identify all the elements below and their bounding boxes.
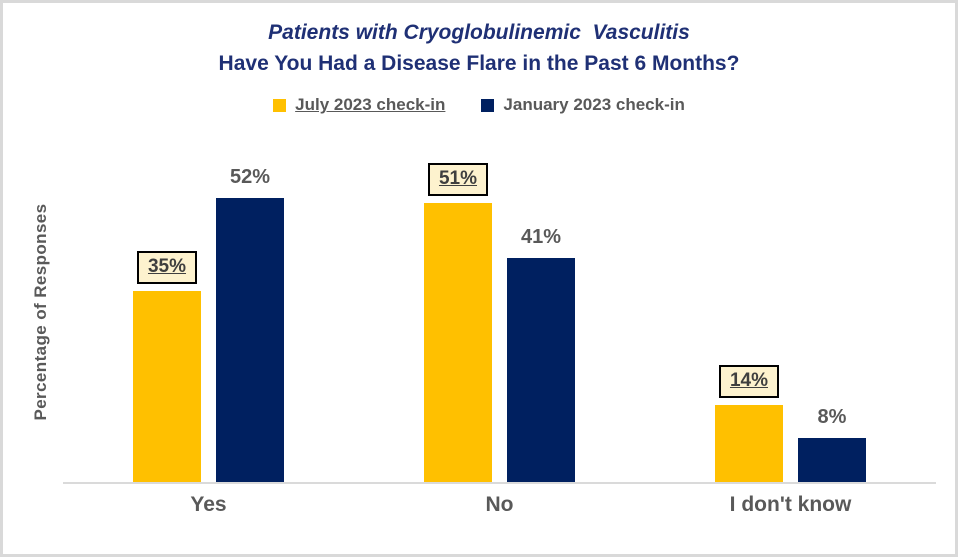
data-label-july-2023-check-in-yes: 35% [136, 251, 198, 284]
legend-swatch-navy-icon [481, 98, 495, 112]
bar-group-i-don-t-know: 14% 8% [645, 143, 936, 482]
chart-title-line2: Have You Had a Disease Flare in the Past… [218, 52, 740, 75]
bar-july-2023-check-in-no [424, 203, 492, 482]
chart-title-line1: Patients with Cryoglobulinemic Vasculiti… [268, 21, 690, 44]
bar-wrap-july-2023-check-in-yes: 35% [133, 251, 201, 482]
x-axis-label-no: No [485, 493, 514, 516]
plot-area: 35% 52% 51% 41% 14% 8% [63, 143, 936, 484]
legend-label-july-2023: July 2023 check-in [295, 95, 446, 114]
bar-january-2023-check-in-yes [216, 198, 284, 482]
y-axis-label: Percentage of Responses [31, 203, 50, 421]
x-axis-labels: Yes No I don't know [63, 493, 936, 517]
legend-label-january-2023: January 2023 check-in [503, 95, 685, 114]
bar-january-2023-check-in-no [507, 258, 575, 482]
bar-wrap-july-2023-check-in-i-don-t-know: 14% [715, 365, 783, 482]
data-label-january-2023-check-in-yes: 52% [229, 166, 271, 188]
bar-group-no: 51% 41% [354, 143, 645, 482]
bar-july-2023-check-in-i-don-t-know [715, 405, 783, 482]
data-label-july-2023-check-in-no: 51% [427, 163, 489, 196]
legend-swatch-yellow-icon [273, 98, 287, 112]
x-axis-label-yes: Yes [190, 493, 227, 516]
data-label-january-2023-check-in-i-don-t-know: 8% [817, 406, 847, 428]
legend-item-january-2023: January 2023 check-in [481, 95, 685, 115]
bar-wrap-january-2023-check-in-yes: 52% [216, 166, 284, 482]
bar-group-yes: 35% 52% [63, 143, 354, 482]
x-axis-label-i-don-t-know: I don't know [729, 493, 852, 516]
bar-january-2023-check-in-i-don-t-know [798, 438, 866, 482]
legend-item-july-2023: July 2023 check-in [273, 95, 445, 115]
legend: July 2023 check-in January 2023 check-in [3, 95, 955, 115]
bar-wrap-january-2023-check-in-i-don-t-know: 8% [798, 406, 866, 482]
bar-wrap-july-2023-check-in-no: 51% [424, 163, 492, 482]
data-label-january-2023-check-in-no: 41% [520, 226, 562, 248]
bar-july-2023-check-in-yes [133, 291, 201, 482]
data-label-july-2023-check-in-i-don-t-know: 14% [718, 365, 780, 398]
bar-wrap-january-2023-check-in-no: 41% [507, 226, 575, 482]
